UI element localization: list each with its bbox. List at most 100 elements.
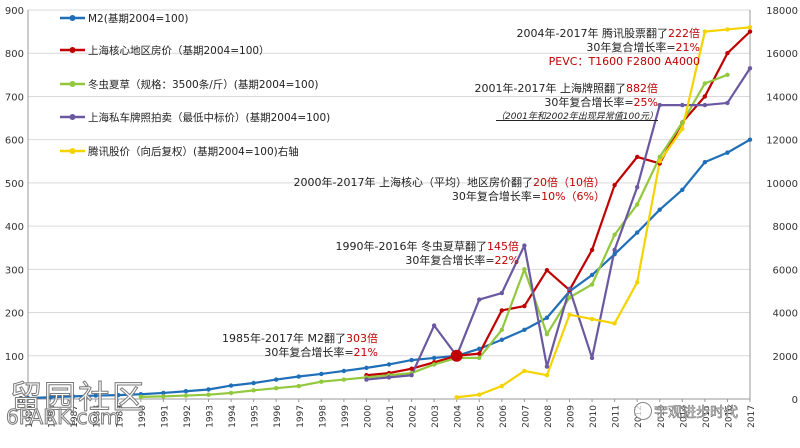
left-tick-label: 400 [5,222,24,233]
series-point-0 [228,383,234,388]
series-point-1 [499,308,505,313]
x-tick-label: 1988 [93,405,103,428]
series-point-0 [25,395,31,401]
series-point-0 [364,365,369,371]
series-point-2 [183,393,189,398]
x-tick-label: 2002 [409,405,419,428]
x-tick-label: 2001 [386,405,396,428]
legend-label-0: M2(基期2004=100) [88,12,189,25]
legend-label-2: 冬虫夏草（规格：3500条/斤）(基期2004=100) [88,78,319,91]
series-point-2 [161,394,166,399]
annotation-cordyceps: 1990年-2016年 冬虫夏草翻了145倍 30年复合增长率=22% [335,240,519,267]
series-point-2 [431,362,437,367]
series-point-0 [747,137,753,142]
right-tick-label: 2000 [773,352,798,363]
x-tick-label: 2004 [454,405,464,428]
series-point-3 [364,377,369,382]
series-point-2 [228,390,234,396]
right-tick-label: 0 [792,395,798,406]
x-tick-label: 2015 [702,405,712,428]
series-point-1 [477,351,482,356]
series-point-0 [499,337,505,342]
series-point-1 [589,247,595,253]
annotation-m2: 1985年-2017年 M2翻了303倍 30年复合增长率=21% [222,332,378,359]
left-tick-label: 700 [5,92,24,103]
series-point-0 [48,395,53,400]
x-tick-label: 2013 [657,405,667,428]
x-tick-label: 2003 [431,405,441,428]
left-tick-label: 600 [5,136,24,147]
x-tick-label: 1990 [138,405,148,428]
x-tick-label: 1987 [70,405,80,428]
x-tick-label: 1998 [318,405,328,428]
series-point-4 [702,29,708,34]
x-tick-label: 1996 [273,405,283,428]
x-tick-label: 1997 [296,405,306,428]
series-point-1 [702,94,708,99]
x-tick-label: 2007 [521,405,531,428]
x-tick-label: 2005 [476,405,486,428]
series-point-2 [296,383,301,389]
series-point-4 [612,321,617,326]
series-point-4 [499,383,505,389]
series-point-0 [386,362,392,367]
series-point-0 [206,387,211,392]
x-tick-label: 2008 [544,405,554,428]
left-tick-label: 100 [5,352,24,363]
x-tick-label: 2016 [724,405,734,428]
series-point-0 [725,150,730,155]
legend-swatch-marker-4 [69,148,76,154]
chart-grid [28,9,750,400]
series-point-4 [725,27,730,32]
right-tick-label: 12000 [766,136,798,147]
series-point-0 [93,393,98,398]
left-tick-label: 900 [5,6,24,17]
series-point-2 [522,267,527,272]
annotation-plate: 2001年-2017年 上海牌照翻了882倍 30年复合增长率=25% （200… [474,82,658,122]
series-point-2 [589,282,595,287]
series-point-0 [544,315,550,320]
legend-label-3: 上海私车牌照拍卖（最低中标价）(基期2004=100) [88,111,330,124]
series-point-0 [70,394,76,399]
right-tick-label: 8000 [773,222,798,233]
series-point-2 [544,331,550,337]
series-point-3 [522,243,527,248]
series-line-4 [456,26,751,399]
series-point-2 [206,392,211,397]
series-point-2 [680,120,685,125]
left-tick-label: 0 [18,395,24,406]
legend-label-4: 腾讯股价（向后复权）(基期2004=100)右轴 [88,145,299,158]
series-point-3 [386,375,392,380]
wechat-icon [634,402,652,420]
right-tick-label: 6000 [773,265,798,276]
x-tick-label: 2011 [612,405,622,428]
series-point-0 [116,392,121,398]
series-point-0 [319,371,324,377]
series-point-1 [409,366,414,371]
series-points [25,25,753,401]
series-point-2 [273,385,279,391]
series-point-2 [634,202,640,207]
series-point-4 [522,368,527,374]
series-point-0 [273,377,279,382]
base-year-marker [450,349,463,362]
x-axis-ticks: 1985 1986 1987 1988 1989 1990 1991 1992 1993 1994… [25,399,757,428]
series-point-3 [499,290,505,296]
annotation-housing: 2000年-2017年 上海核心（平均）地区房价翻了20倍（10倍） 30年复合… [293,176,605,203]
series-point-4 [589,316,595,322]
series-point-2 [657,154,662,160]
series-point-3 [747,66,753,71]
legend: M2(基期2004=100) 上海核心地区房价（基期2004=100） 冬虫夏草（规… [60,12,330,158]
series-point-1 [747,29,753,34]
x-tick-label: 1989 [115,405,125,428]
legend-swatch-marker-1 [69,47,76,53]
annotation-tencent: 2004年-2017年 腾讯股票翻了222倍 30年复合增长率=21% PEVC… [516,27,700,68]
x-tick-label: 1994 [228,405,238,428]
left-tick-label: 500 [5,179,24,190]
series-line-3 [366,67,751,381]
series-point-0 [589,272,595,278]
legend-swatch-marker-3 [69,114,76,120]
series-point-0 [296,374,301,379]
left-tick-label: 200 [5,309,24,320]
